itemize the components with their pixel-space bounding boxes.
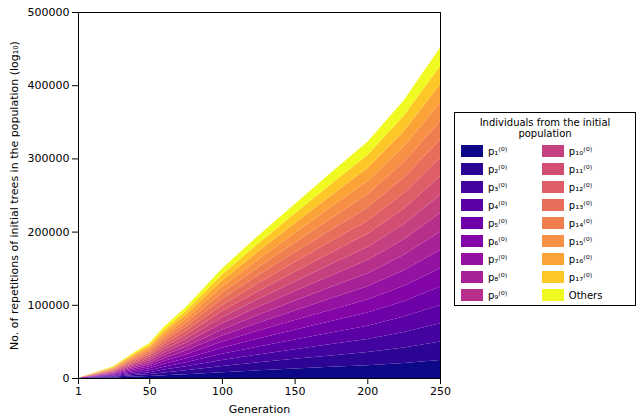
svg-text:50: 50 [143, 385, 157, 398]
html-text:p₈⁽⁰⁾: p₈⁽⁰⁾ [488, 271, 508, 283]
html-text:p₁⁽⁰⁾: p₁⁽⁰⁾ [488, 145, 508, 157]
html-text:p₁₀⁽⁰⁾: p₁₀⁽⁰⁾ [568, 145, 593, 157]
html-text:p₆⁽⁰⁾: p₆⁽⁰⁾ [488, 235, 508, 247]
html-text:p₅⁽⁰⁾: p₅⁽⁰⁾ [488, 217, 508, 229]
svg-text:200: 200 [357, 385, 378, 398]
html-text:p₁₃⁽⁰⁾: p₁₃⁽⁰⁾ [568, 199, 593, 211]
html-text:Others: Others [568, 289, 603, 301]
svg-text:1: 1 [75, 385, 82, 398]
html-text:p₁₂⁽⁰⁾: p₁₂⁽⁰⁾ [568, 181, 593, 193]
svg-text:300000: 300000 [28, 152, 70, 165]
svg-text:100000: 100000 [28, 299, 70, 312]
html-text:p₃⁽⁰⁾: p₃⁽⁰⁾ [488, 181, 508, 193]
svg-text:400000: 400000 [28, 79, 70, 92]
html-text:p₁₅⁽⁰⁾: p₁₅⁽⁰⁾ [568, 235, 593, 247]
svg-text:Generation: Generation [229, 403, 290, 416]
html-text:Individuals from the initial p: Individuals from the initial population [479, 117, 611, 139]
html-text:p₁₁⁽⁰⁾: p₁₁⁽⁰⁾ [568, 163, 593, 175]
html-text:p₉⁽⁰⁾: p₉⁽⁰⁾ [488, 289, 508, 301]
html-text:p₁₇⁽⁰⁾: p₁₇⁽⁰⁾ [568, 271, 593, 283]
html-text:p₄⁽⁰⁾: p₄⁽⁰⁾ [488, 199, 508, 211]
svg-text:No. of repetitions of initial: No. of repetitions of initial trees in t… [8, 41, 21, 350]
html-text:p₇⁽⁰⁾: p₇⁽⁰⁾ [488, 253, 508, 265]
html-text:p₁₆⁽⁰⁾: p₁₆⁽⁰⁾ [568, 253, 593, 265]
svg-text:100: 100 [212, 385, 233, 398]
html-text:p₁₄⁽⁰⁾: p₁₄⁽⁰⁾ [568, 217, 593, 229]
svg-text:150: 150 [285, 385, 306, 398]
svg-text:500000: 500000 [28, 6, 70, 19]
svg-text:0: 0 [63, 372, 70, 385]
svg-text:250: 250 [430, 385, 451, 398]
svg-text:200000: 200000 [28, 226, 70, 239]
html-text:p₂⁽⁰⁾: p₂⁽⁰⁾ [488, 163, 508, 175]
